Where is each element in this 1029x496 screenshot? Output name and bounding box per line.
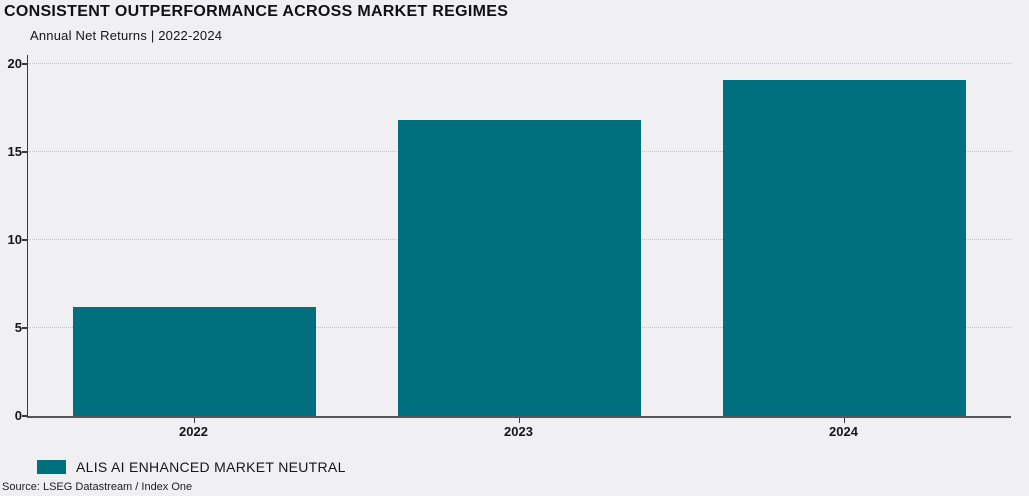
legend-swatch [37,460,66,474]
y-tick-label: 5 [14,320,22,335]
y-tick-label: 10 [7,232,22,247]
source-note: Source: LSEG Datastream / Index One [2,481,193,493]
plot-area [27,55,1011,418]
x-tick-mark [843,418,845,423]
y-tick-mark [22,415,27,417]
y-tick-mark [22,327,27,329]
x-tick-mark [518,418,520,423]
y-tick-mark [22,151,27,153]
legend: ALIS AI ENHANCED MARKET NEUTRAL [37,459,346,475]
bar-2024 [723,79,966,416]
x-tick-label: 2024 [829,424,858,439]
y-tick-label: 20 [7,56,22,71]
chart-subtitle: Annual Net Returns | 2022-2024 [30,28,223,43]
legend-label: ALIS AI ENHANCED MARKET NEUTRAL [76,459,346,475]
gridline [28,63,1011,64]
bar-2023 [398,120,641,416]
x-tick-mark [193,418,195,423]
chart-title: CONSISTENT OUTPERFORMANCE ACROSS MARKET … [4,3,509,20]
y-tick-label: 0 [14,408,22,423]
bar-2022 [73,306,316,416]
y-tick-mark [22,63,27,65]
x-tick-label: 2022 [179,424,208,439]
y-tick-mark [22,239,27,241]
y-tick-label: 15 [7,144,22,159]
x-tick-label: 2023 [504,424,533,439]
